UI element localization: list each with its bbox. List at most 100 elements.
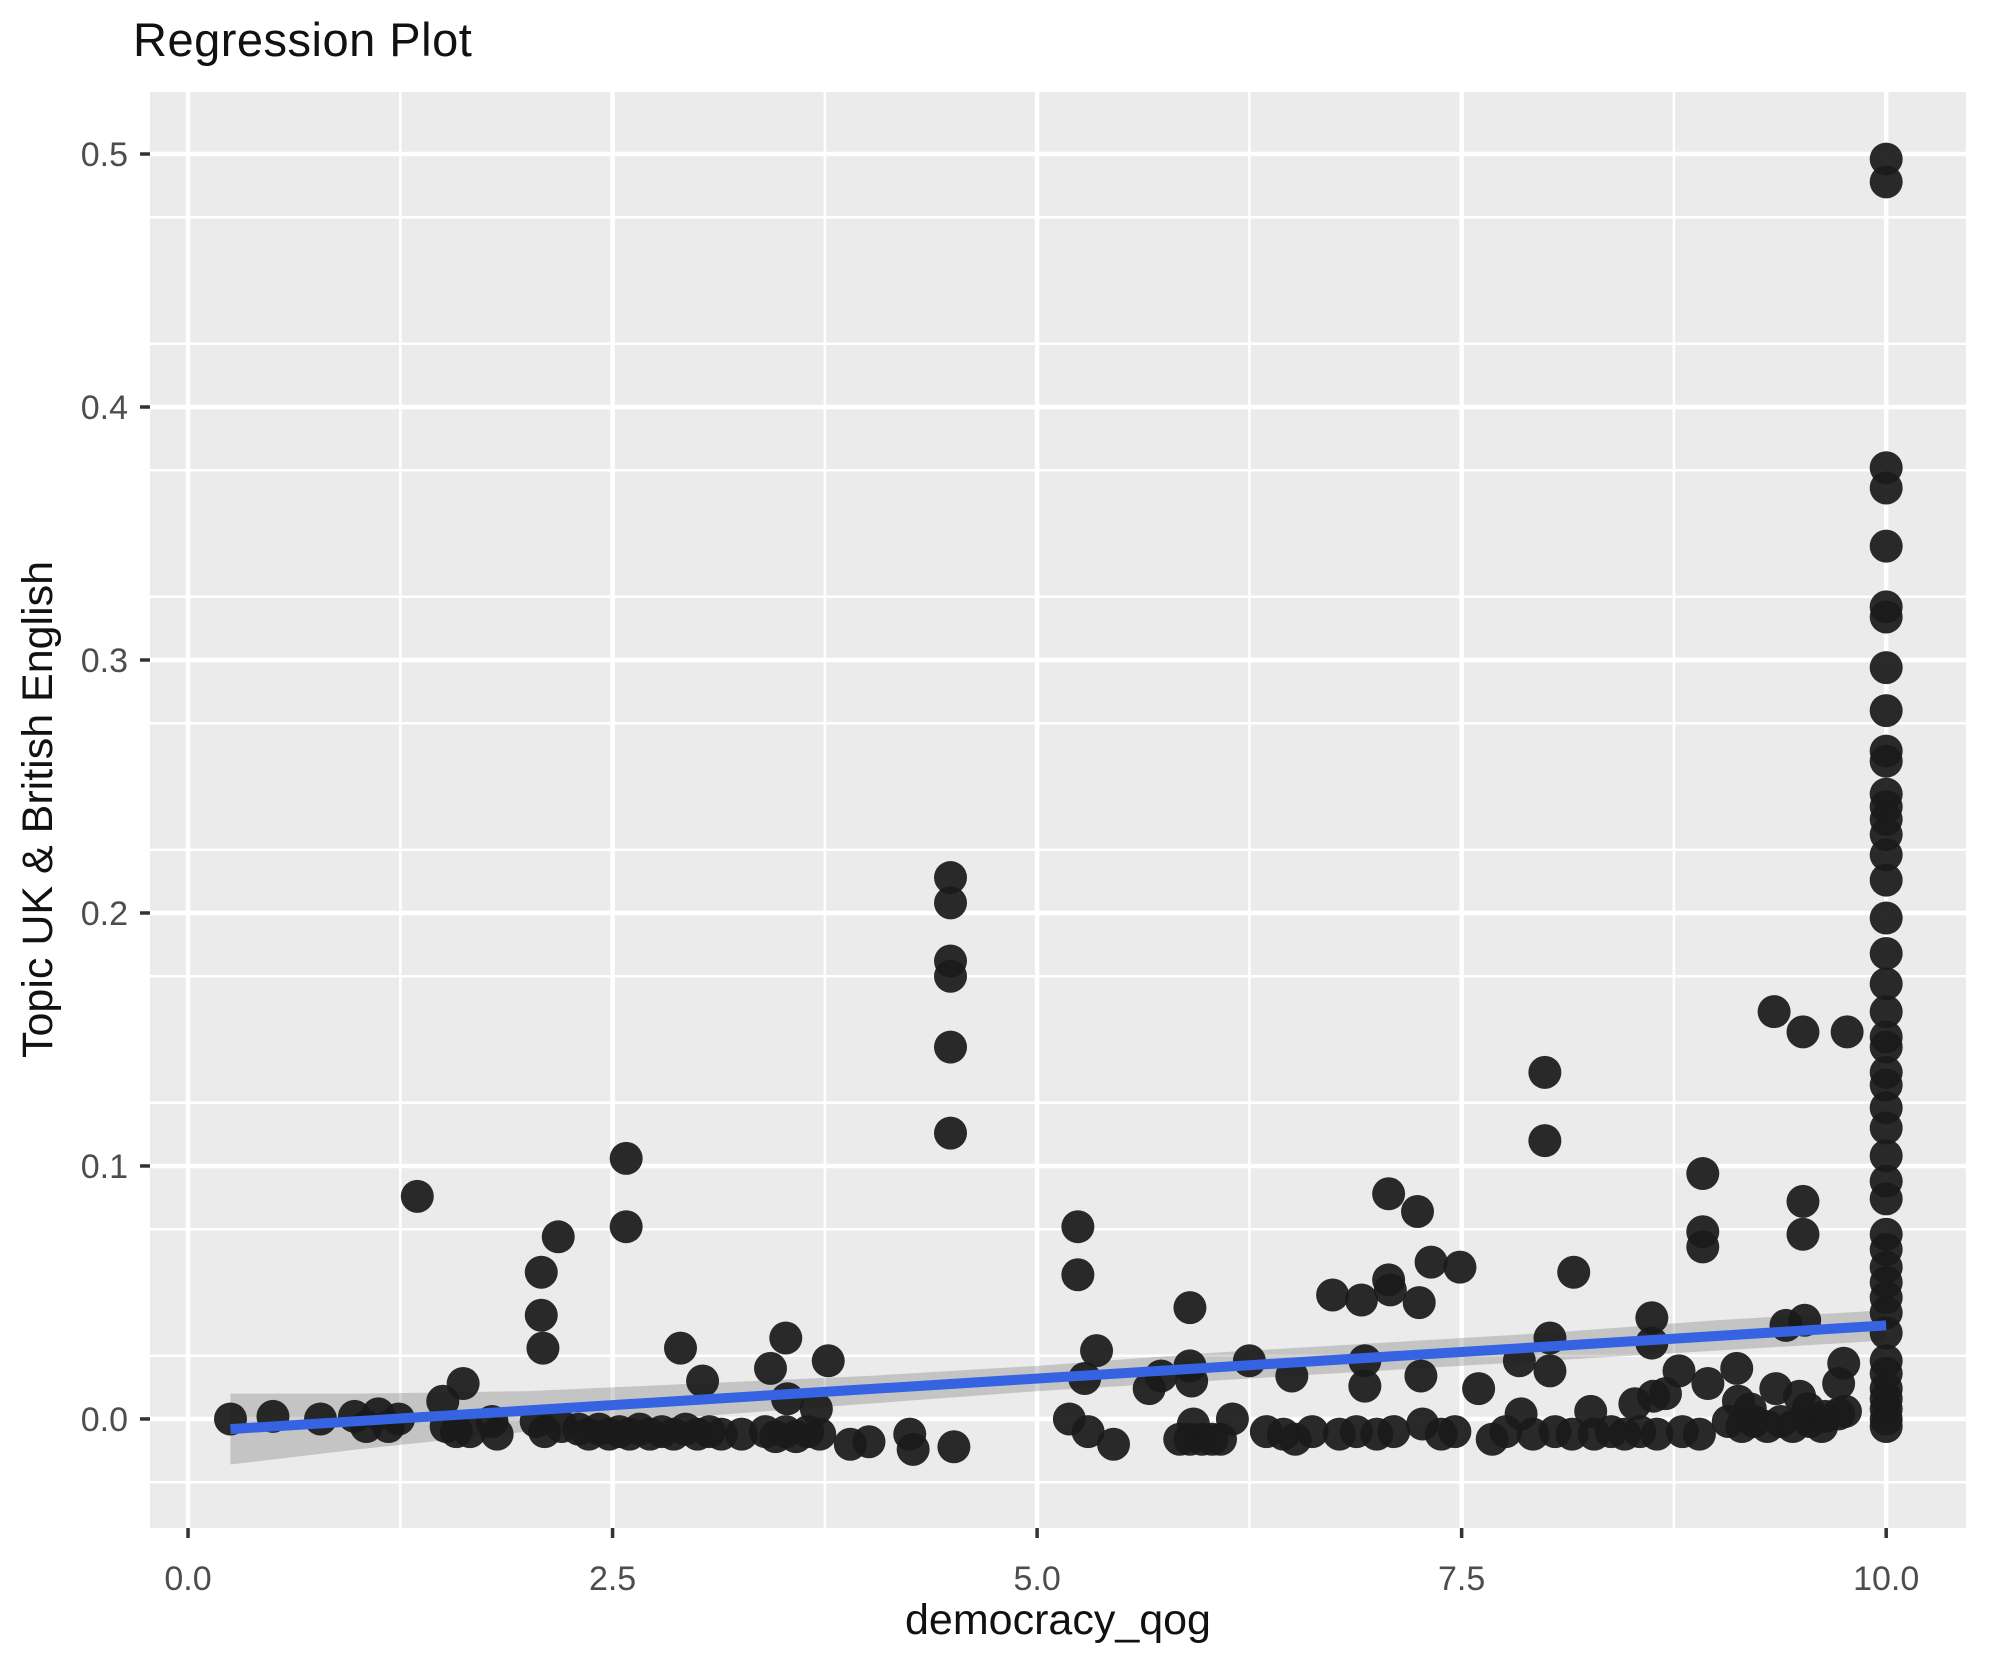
- data-point: [1414, 1245, 1448, 1279]
- data-point: [1757, 995, 1791, 1029]
- data-point: [1828, 1394, 1862, 1428]
- data-point: [1686, 1157, 1720, 1191]
- data-point: [1402, 1286, 1436, 1320]
- data-point: [811, 1344, 845, 1378]
- data-point: [803, 1417, 837, 1451]
- data-point: [1635, 1301, 1669, 1335]
- data-point: [664, 1331, 698, 1365]
- data-point: [1869, 967, 1903, 1001]
- data-point: [1869, 471, 1903, 505]
- data-point: [1686, 1230, 1720, 1264]
- y-tick-label: 0.3: [81, 642, 128, 680]
- x-axis-title: democracy_qog: [905, 1596, 1211, 1644]
- data-point: [1682, 1417, 1716, 1451]
- data-point: [1528, 1124, 1562, 1158]
- data-point: [1348, 1369, 1382, 1403]
- data-point: [1173, 1291, 1207, 1325]
- data-point: [609, 1210, 643, 1244]
- data-point: [1691, 1367, 1725, 1401]
- data-point: [1869, 600, 1903, 634]
- data-point: [1372, 1177, 1406, 1211]
- data-point: [937, 1430, 971, 1464]
- regression-line: [230, 1320, 1887, 1435]
- data-point: [609, 1141, 643, 1175]
- x-tick-label: 7.5: [1438, 1560, 1485, 1598]
- data-point: [1869, 936, 1903, 970]
- data-point: [934, 1030, 968, 1064]
- plot-title: Regression Plot: [133, 13, 473, 66]
- data-point: [1786, 1184, 1820, 1218]
- data-point: [524, 1255, 558, 1289]
- data-point: [1377, 1415, 1411, 1449]
- data-point: [1869, 142, 1903, 176]
- data-point: [1528, 1055, 1562, 1089]
- data-point: [1869, 694, 1903, 728]
- data-point: [686, 1364, 720, 1398]
- data-point: [1869, 1182, 1903, 1216]
- data-point: [1869, 744, 1903, 778]
- x-tick-label: 10.0: [1853, 1560, 1919, 1598]
- data-point: [1071, 1415, 1105, 1449]
- data-point: [400, 1179, 434, 1213]
- data-point: [725, 1417, 759, 1451]
- data-point: [1869, 995, 1903, 1029]
- data-point: [1557, 1255, 1591, 1289]
- data-point: [1404, 1359, 1438, 1393]
- y-tick-label: 0.4: [81, 389, 128, 427]
- y-tick-label: 0.2: [81, 895, 128, 933]
- data-point: [1869, 165, 1903, 199]
- data-point: [1215, 1402, 1249, 1436]
- x-tick-label: 2.5: [589, 1560, 636, 1598]
- data-point: [480, 1417, 514, 1451]
- data-point: [1462, 1372, 1496, 1406]
- data-point: [769, 1321, 803, 1355]
- x-tick-label: 0.0: [164, 1560, 211, 1598]
- data-point: [1827, 1346, 1861, 1380]
- data-point: [1061, 1258, 1095, 1292]
- x-tick-label: 5.0: [1013, 1560, 1060, 1598]
- plot-panel: [150, 90, 1966, 1528]
- data-point: [896, 1432, 930, 1466]
- data-point: [1869, 1139, 1903, 1173]
- data-point: [799, 1392, 833, 1426]
- data-point: [1869, 1068, 1903, 1102]
- data-point: [446, 1367, 480, 1401]
- y-tick-label: 0.1: [81, 1148, 128, 1186]
- data-point: [1443, 1250, 1477, 1284]
- data-point: [1869, 1410, 1903, 1444]
- data-point: [1373, 1273, 1407, 1307]
- data-point: [1869, 838, 1903, 872]
- data-point: [1869, 529, 1903, 563]
- data-point: [852, 1425, 886, 1459]
- data-point: [754, 1351, 788, 1385]
- data-point: [1080, 1334, 1114, 1368]
- y-tick-label: 0.5: [81, 136, 128, 174]
- data-point: [1662, 1354, 1696, 1388]
- data-point: [524, 1298, 558, 1332]
- data-point: [1869, 651, 1903, 685]
- data-point: [1869, 1030, 1903, 1064]
- data-point: [1344, 1283, 1378, 1317]
- data-point: [1400, 1195, 1434, 1229]
- data-point: [1786, 1217, 1820, 1251]
- data-point: [1786, 1015, 1820, 1049]
- data-point: [1533, 1354, 1567, 1388]
- data-point: [1830, 1015, 1864, 1049]
- data-point: [541, 1220, 575, 1254]
- data-point: [1316, 1278, 1350, 1312]
- data-point: [1438, 1415, 1472, 1449]
- data-point: [526, 1331, 560, 1365]
- data-point: [934, 886, 968, 920]
- data-point: [1869, 1111, 1903, 1145]
- y-axis-title: Topic UK & British English: [14, 560, 62, 1058]
- data-point: [934, 959, 968, 993]
- data-point: [1295, 1415, 1329, 1449]
- y-tick-label: 0.0: [81, 1401, 128, 1439]
- data-point: [934, 1116, 968, 1150]
- data-point: [1869, 863, 1903, 897]
- data-point: [1869, 901, 1903, 935]
- data-point: [1097, 1427, 1131, 1461]
- data-point: [1720, 1351, 1754, 1385]
- data-point: [1061, 1210, 1095, 1244]
